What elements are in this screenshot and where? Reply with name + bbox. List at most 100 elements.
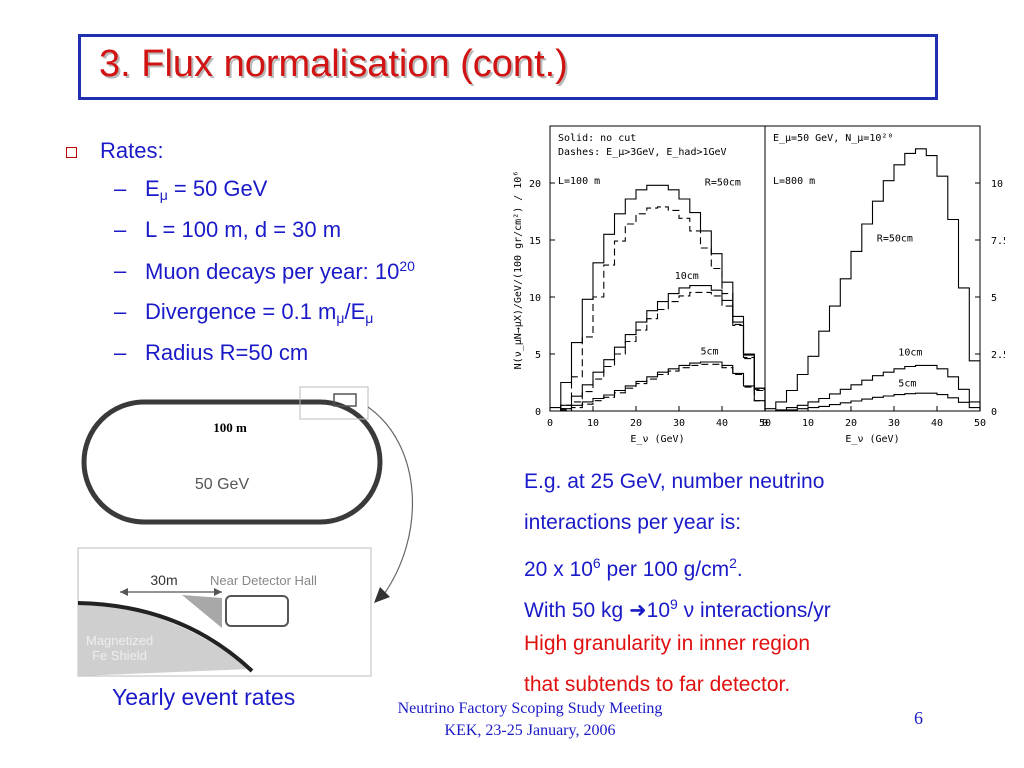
square-bullet-icon [66,147,77,158]
x-axis-label: E_ν (GeV) [630,434,684,445]
rate-explanation: E.g. at 25 GeV, number neutrino interact… [524,462,831,705]
y-axis-label: N(ν_μN→μX)/GeV/(100 gr/cm²) / 10⁶ [513,171,524,370]
y-tick-label: 10 [991,179,1003,190]
histogram-series-r-50cm-dashed [550,206,766,412]
rate-unit: per 100 g/cm [600,558,730,581]
series-label: 5cm [898,378,916,389]
slide-title: 3. Flux normalisation (cont.) [99,43,568,85]
explanation-line-3: 20 x 106 per 100 g/cm2. [524,543,831,584]
y-tick-label: 7.5 [991,236,1005,247]
y-tick-label: 15 [529,236,541,247]
x-tick-label: 20 [630,418,642,429]
fe-shield-region [78,603,250,676]
detector-marker-box [333,393,357,407]
dash-bullet-icon: – [114,258,127,283]
y-tick-label: 5 [535,350,541,361]
right-arrow-icon: ➜ [629,598,647,622]
storage-ring-outline [81,399,383,525]
x-tick-label: 20 [845,418,857,429]
near-detector-hall-label: Near Detector Hall [210,573,317,588]
unit-exponent: 2 [729,555,737,571]
shield-label-line-2: Fe Shield [92,648,147,663]
series-label: 10cm [675,271,699,282]
y-tick-label: 5 [991,293,997,304]
histogram-series-r-50cm-solid [764,148,981,411]
footer-line-2: KEK, 23-25 January, 2006 [444,722,616,739]
yearly-rates-caption: Yearly event rates [112,684,296,710]
x-tick-label: 30 [673,418,685,429]
near-detector-hall-box [225,595,289,627]
footer-line-1: Neutrino Factory Scoping Study Meeting [397,700,663,717]
decays-exponent: 20 [399,258,415,274]
panel-frame-2 [764,125,981,412]
arrowhead-icon [374,587,390,603]
zoom-connector-arrow [367,406,414,598]
series-label: 5cm [701,346,719,357]
histogram-series-10cm-dashed [550,291,766,412]
y-tick-label: 10 [529,293,541,304]
baseline-label: L=100 m [558,176,600,187]
storage-ring-svg: 100 m 50 GeV 30m Near Detector Hall Magn… [77,386,414,677]
explanation-line-4: With 50 kg ➜109 ν interactions/yr [524,584,831,625]
x-tick-label: 10 [587,418,599,429]
interactions-exponent: 9 [670,595,678,612]
flux-histogram-figure: N(ν_μN→μX)/GeV/(100 gr/cm²) / 10⁶ 0 10 20 3… [505,120,1009,450]
dash-bullet-icon: – [114,217,127,242]
energy-value: = 50 GeV [167,176,268,201]
divergence-sub-1: μ [336,310,345,326]
interactions-base: 10 [646,598,671,622]
sentence-end: . [736,558,743,581]
dimension-right-arrow-icon [214,588,222,596]
storage-ring-diagram: 100 m 50 GeV 30m Near Detector Hall Magn… [72,385,432,690]
bullet-rates-label: Rates: [100,138,164,163]
neutrino-symbol: ν [677,598,695,622]
energy-subscript: μ [159,187,168,203]
label-30m: 30m [150,572,177,588]
flux-histogram-svg: N(ν_μN→μX)/GeV/(100 gr/cm²) / 10⁶ 0 10 20 3… [513,125,1009,445]
x-tick-label: 40 [931,418,943,429]
x-tick-label: 50 [974,418,986,429]
dash-bullet-icon: – [114,176,127,201]
explanation-line-6: that subtends to far detector. [524,672,791,696]
series-label: R=50cm [705,178,741,189]
histogram-series-5cm-solid [765,392,981,412]
y-tick-label: 2.5 [991,350,1005,361]
rate-value-base: 20 x 10 [524,558,593,581]
label-100m: 100 m [213,420,247,435]
baseline-label: L=800 m [773,176,815,187]
series-label: R=50cm [877,234,913,245]
explanation-line-2: interactions per year is: [524,510,742,534]
shield-label-line-1: Magnetized [86,633,153,648]
ring-energy-label: 50 GeV [195,476,250,493]
slide-footer: Neutrino Factory Scoping Study Meeting K… [355,698,705,742]
length-text: L = 100 m, d = 30 m [145,217,342,242]
title-box: 3. Flux normalisation (cont.) [78,34,938,100]
histogram-series-10cm-solid [765,364,981,412]
zoom-frame [299,386,369,420]
beam-parameters-label: E_μ=50 GeV, N_μ=10²⁰ [773,133,893,144]
x-axis-label: E_ν (GeV) [845,434,899,445]
series-label: 10cm [898,348,922,359]
y-tick-label: 0 [535,407,541,418]
legend-dashes-text: Dashes: E_μ>3GeV, E_had>1GeV [558,147,727,158]
x-tick-label: 0 [547,418,553,429]
y-tick-label: 0 [991,407,997,418]
y-tick-label: 20 [529,179,541,190]
x-tick-label: 30 [888,418,900,429]
radius-text: Radius R=50 cm [145,340,309,365]
histogram-series-5cm-dashed [550,363,766,412]
x-tick-label: 10 [802,418,814,429]
page-number: 6 [914,708,923,728]
decays-text: Muon decays per year: 10 [145,259,400,284]
divergence-mid: /E [344,299,366,324]
x-tick-label: 50 [759,418,771,429]
explanation-line-1: E.g. at 25 GeV, number neutrino [524,470,825,493]
x-tick-label: 0 [762,418,768,429]
decay-cone [182,595,222,628]
dash-bullet-icon: – [114,340,127,365]
dash-bullet-icon: – [114,299,127,324]
divergence-sub-2: μ [365,310,374,326]
divergence-text: Divergence = 0.1 m [145,299,337,324]
interactions-unit: interactions/yr [694,598,831,622]
beamline-arc [77,601,254,673]
